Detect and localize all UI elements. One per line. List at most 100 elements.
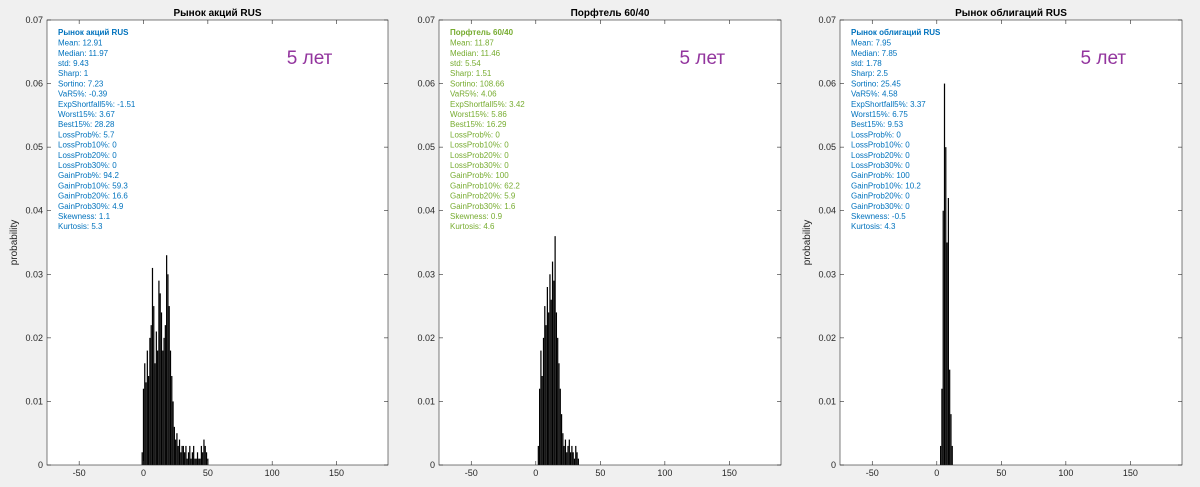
histogram-bar — [169, 350, 172, 465]
stats-line: GainProb20%: 0 — [851, 192, 910, 201]
histogram-bar — [571, 445, 573, 465]
histogram-bar — [947, 198, 949, 465]
x-tick-label: 0 — [533, 468, 538, 478]
y-tick-label: 0.04 — [417, 206, 435, 216]
stats-line: std: 5.54 — [450, 59, 481, 68]
stats-line: GainProb30%: 1.6 — [450, 202, 516, 211]
y-tick-label: 0.06 — [818, 79, 836, 89]
histogram-bar — [566, 452, 568, 465]
histogram-bar — [550, 299, 552, 465]
histogram-bar — [153, 306, 155, 465]
stats-line: Sharp: 2.5 — [851, 69, 888, 78]
histogram-bar — [191, 452, 193, 465]
histogram-bar — [202, 452, 204, 465]
histogram-bar — [539, 388, 541, 465]
y-tick-label: 0.01 — [25, 396, 43, 406]
histogram-bar — [542, 337, 545, 465]
histogram-bar — [194, 458, 196, 465]
histogram-bar — [572, 452, 574, 465]
histogram-bar — [159, 293, 161, 465]
histogram-bar — [195, 458, 197, 465]
histogram-bar — [577, 458, 579, 465]
stats-title: Рынок облигаций RUS — [851, 28, 941, 37]
histogram-bar — [563, 445, 565, 465]
histogram-bar — [145, 382, 147, 465]
stats-line: LossProb10%: 0 — [450, 141, 509, 150]
x-tick-label: 100 — [657, 468, 672, 478]
y-tick-label: 0.02 — [818, 333, 836, 343]
histogram-bar — [184, 452, 186, 465]
histogram-bar — [185, 445, 187, 465]
stats-line: ExpShortfall5%: 3.42 — [450, 100, 525, 109]
histogram-bar — [564, 439, 567, 465]
stats-line: Mean: 11.87 — [450, 39, 494, 48]
histogram-bar — [176, 433, 178, 465]
stats-line: GainProb20%: 16.6 — [58, 192, 128, 201]
x-tick-label: 50 — [595, 468, 605, 478]
y-tick-label: 0.03 — [417, 269, 435, 279]
stats-line: LossProb20%: 0 — [450, 151, 509, 160]
y-tick-label: 0.04 — [818, 206, 836, 216]
histogram-bar — [142, 388, 145, 465]
stats-line: Median: 7.85 — [851, 49, 898, 58]
stats-line: GainProb%: 100 — [851, 171, 910, 180]
y-tick-label: 0.05 — [417, 142, 435, 152]
y-tick-label: 0.01 — [818, 396, 836, 406]
histogram-bar — [182, 445, 184, 465]
histogram-bar — [141, 452, 143, 465]
stats-line: GainProb%: 100 — [450, 171, 509, 180]
histogram-bar — [551, 261, 554, 465]
stats-line: ExpShortfall5%: -1.51 — [58, 100, 136, 109]
chart-title: Рынок облигаций RUS — [955, 7, 1067, 19]
x-tick-label: 150 — [1123, 468, 1138, 478]
y-tick-label: 0.07 — [25, 15, 43, 25]
histogram-bar — [942, 210, 944, 465]
histogram-bar — [941, 388, 943, 465]
histogram-bar — [177, 445, 179, 465]
stats-line: Kurtosis: 5.3 — [58, 222, 103, 231]
y-tick-label: 0 — [430, 460, 435, 470]
stats-line: LossProb10%: 0 — [58, 141, 117, 150]
stats-line: Kurtosis: 4.3 — [851, 222, 896, 231]
x-tick-label: 0 — [141, 468, 146, 478]
stats-line: Worst15%: 6.75 — [851, 110, 908, 119]
stats-line: GainProb10%: 59.3 — [58, 181, 128, 190]
stats-line: Skewness: 0.9 — [450, 212, 503, 221]
histogram-bar — [168, 306, 170, 465]
histogram-bar — [558, 363, 560, 465]
histogram-bar — [554, 236, 556, 465]
y-tick-label: 0.03 — [25, 269, 43, 279]
stats-line: Mean: 12.91 — [58, 39, 103, 48]
histogram-bar — [196, 452, 199, 465]
chart-panel-3: 0 0.01 0.02 0.03 0.04 0.05 0.06 0.07 -50 0 50 100 15… — [802, 7, 1183, 478]
stats-line: LossProb30%: 0 — [58, 161, 117, 170]
stats-line: GainProb%: 94.2 — [58, 171, 119, 180]
stats-line: Worst15%: 5.86 — [450, 110, 507, 119]
histogram-bar — [569, 452, 572, 465]
histogram-bar — [154, 363, 156, 465]
histogram-bar — [198, 458, 200, 465]
stats-line: std: 9.43 — [58, 59, 89, 68]
stats-title: Порфтель 60/40 — [450, 28, 514, 37]
histogram-bar — [951, 445, 953, 465]
y-tick-label: 0.02 — [417, 333, 435, 343]
x-tick-label: 0 — [934, 468, 939, 478]
axes-background — [47, 20, 388, 465]
histogram-bar — [562, 433, 564, 465]
axes-box — [438, 19, 782, 466]
stats-line: Sortino: 108.66 — [450, 79, 505, 88]
stats-line: Worst15%: 3.67 — [58, 110, 115, 119]
histogram-bar — [540, 350, 542, 465]
period-label: 5 лет — [287, 48, 333, 69]
histogram-bar — [950, 414, 952, 465]
stats-line: Sortino: 7.23 — [58, 79, 104, 88]
histogram-bar — [163, 337, 165, 465]
axes-box — [46, 19, 389, 466]
histogram-bar — [171, 376, 173, 465]
histogram-bar — [205, 452, 208, 465]
chart-panel-1: 0 0.01 0.02 0.03 0.04 0.05 0.06 0.07 -50 0 50 100 15… — [9, 8, 389, 478]
x-tick-label: 150 — [329, 468, 344, 478]
histogram-bar — [945, 147, 947, 465]
histogram-bar — [548, 312, 550, 465]
stats-line: Skewness: -0.5 — [851, 212, 906, 221]
